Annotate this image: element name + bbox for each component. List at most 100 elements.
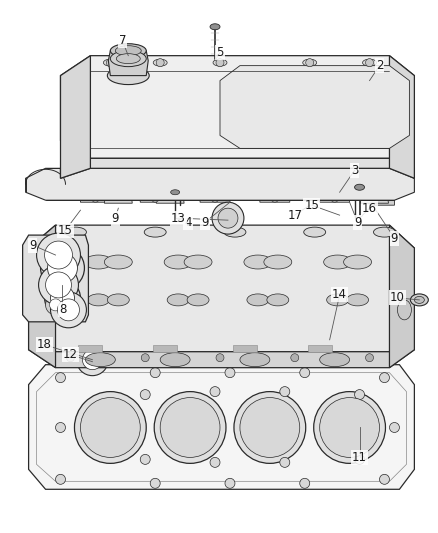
Ellipse shape — [345, 165, 353, 170]
Ellipse shape — [187, 294, 208, 306]
Text: 3: 3 — [350, 164, 357, 177]
Circle shape — [106, 59, 114, 67]
Ellipse shape — [103, 59, 117, 66]
Ellipse shape — [354, 184, 364, 190]
Polygon shape — [335, 178, 363, 198]
Ellipse shape — [110, 51, 146, 67]
Circle shape — [55, 423, 65, 432]
Ellipse shape — [64, 227, 86, 237]
Circle shape — [46, 270, 65, 290]
Polygon shape — [36, 373, 406, 481]
Circle shape — [212, 202, 244, 234]
Text: 17: 17 — [286, 208, 302, 222]
Circle shape — [154, 392, 226, 463]
Circle shape — [218, 208, 237, 228]
Ellipse shape — [362, 59, 376, 66]
Circle shape — [313, 392, 385, 463]
Ellipse shape — [410, 294, 427, 306]
Ellipse shape — [107, 67, 149, 85]
Polygon shape — [104, 183, 132, 203]
Ellipse shape — [144, 227, 166, 237]
Ellipse shape — [396, 300, 410, 320]
Text: 5: 5 — [216, 46, 223, 59]
Polygon shape — [156, 183, 184, 203]
Circle shape — [290, 354, 298, 362]
Circle shape — [365, 354, 373, 362]
Ellipse shape — [323, 255, 351, 269]
Polygon shape — [23, 235, 88, 322]
Text: 4: 4 — [184, 216, 191, 229]
Text: 7: 7 — [118, 34, 126, 47]
Text: 2: 2 — [375, 59, 382, 72]
Circle shape — [50, 286, 74, 310]
Circle shape — [215, 354, 223, 362]
Circle shape — [66, 354, 74, 362]
Circle shape — [49, 299, 61, 311]
Polygon shape — [360, 183, 388, 203]
Circle shape — [49, 274, 61, 286]
Circle shape — [80, 398, 140, 457]
Ellipse shape — [212, 59, 226, 66]
Ellipse shape — [346, 294, 367, 306]
Text: 13: 13 — [170, 212, 185, 224]
Ellipse shape — [240, 353, 269, 367]
Text: 14: 14 — [332, 288, 346, 301]
Text: 9: 9 — [29, 239, 36, 252]
Circle shape — [44, 241, 72, 269]
Polygon shape — [364, 182, 394, 205]
Circle shape — [365, 59, 373, 67]
Circle shape — [57, 299, 79, 321]
Circle shape — [160, 398, 219, 457]
Circle shape — [378, 474, 389, 484]
Circle shape — [209, 457, 219, 467]
Ellipse shape — [246, 294, 268, 306]
Polygon shape — [28, 330, 413, 368]
Text: 9: 9 — [390, 232, 397, 245]
Ellipse shape — [263, 255, 291, 269]
Ellipse shape — [160, 353, 190, 367]
Polygon shape — [60, 158, 413, 178]
Text: 18: 18 — [37, 338, 52, 351]
Ellipse shape — [184, 255, 212, 269]
Circle shape — [279, 457, 289, 467]
Circle shape — [40, 246, 84, 290]
Ellipse shape — [104, 255, 132, 269]
Polygon shape — [389, 55, 413, 178]
Ellipse shape — [170, 190, 179, 195]
Circle shape — [224, 478, 234, 488]
Ellipse shape — [167, 294, 189, 306]
Ellipse shape — [107, 294, 129, 306]
Text: 9: 9 — [111, 212, 119, 224]
Text: 15: 15 — [304, 199, 318, 212]
Polygon shape — [275, 178, 303, 198]
Polygon shape — [307, 345, 331, 352]
Ellipse shape — [87, 294, 109, 306]
Polygon shape — [319, 185, 349, 202]
Polygon shape — [78, 345, 102, 352]
Circle shape — [141, 354, 149, 362]
Circle shape — [50, 292, 86, 328]
Circle shape — [211, 194, 219, 202]
Circle shape — [91, 194, 99, 202]
Ellipse shape — [164, 255, 192, 269]
Circle shape — [240, 398, 299, 457]
Circle shape — [36, 233, 80, 277]
Circle shape — [209, 386, 219, 397]
Ellipse shape — [223, 227, 245, 237]
Circle shape — [279, 386, 289, 397]
Circle shape — [151, 194, 159, 202]
Circle shape — [299, 478, 309, 488]
Ellipse shape — [319, 353, 349, 367]
Circle shape — [224, 368, 234, 378]
Ellipse shape — [176, 175, 184, 180]
Ellipse shape — [110, 44, 146, 58]
Circle shape — [378, 373, 389, 383]
Ellipse shape — [153, 59, 167, 66]
Polygon shape — [153, 345, 177, 352]
Text: 16: 16 — [361, 201, 376, 215]
Circle shape — [140, 455, 150, 464]
Circle shape — [55, 474, 65, 484]
Circle shape — [354, 390, 364, 400]
Circle shape — [233, 392, 305, 463]
Text: 9: 9 — [201, 216, 208, 229]
